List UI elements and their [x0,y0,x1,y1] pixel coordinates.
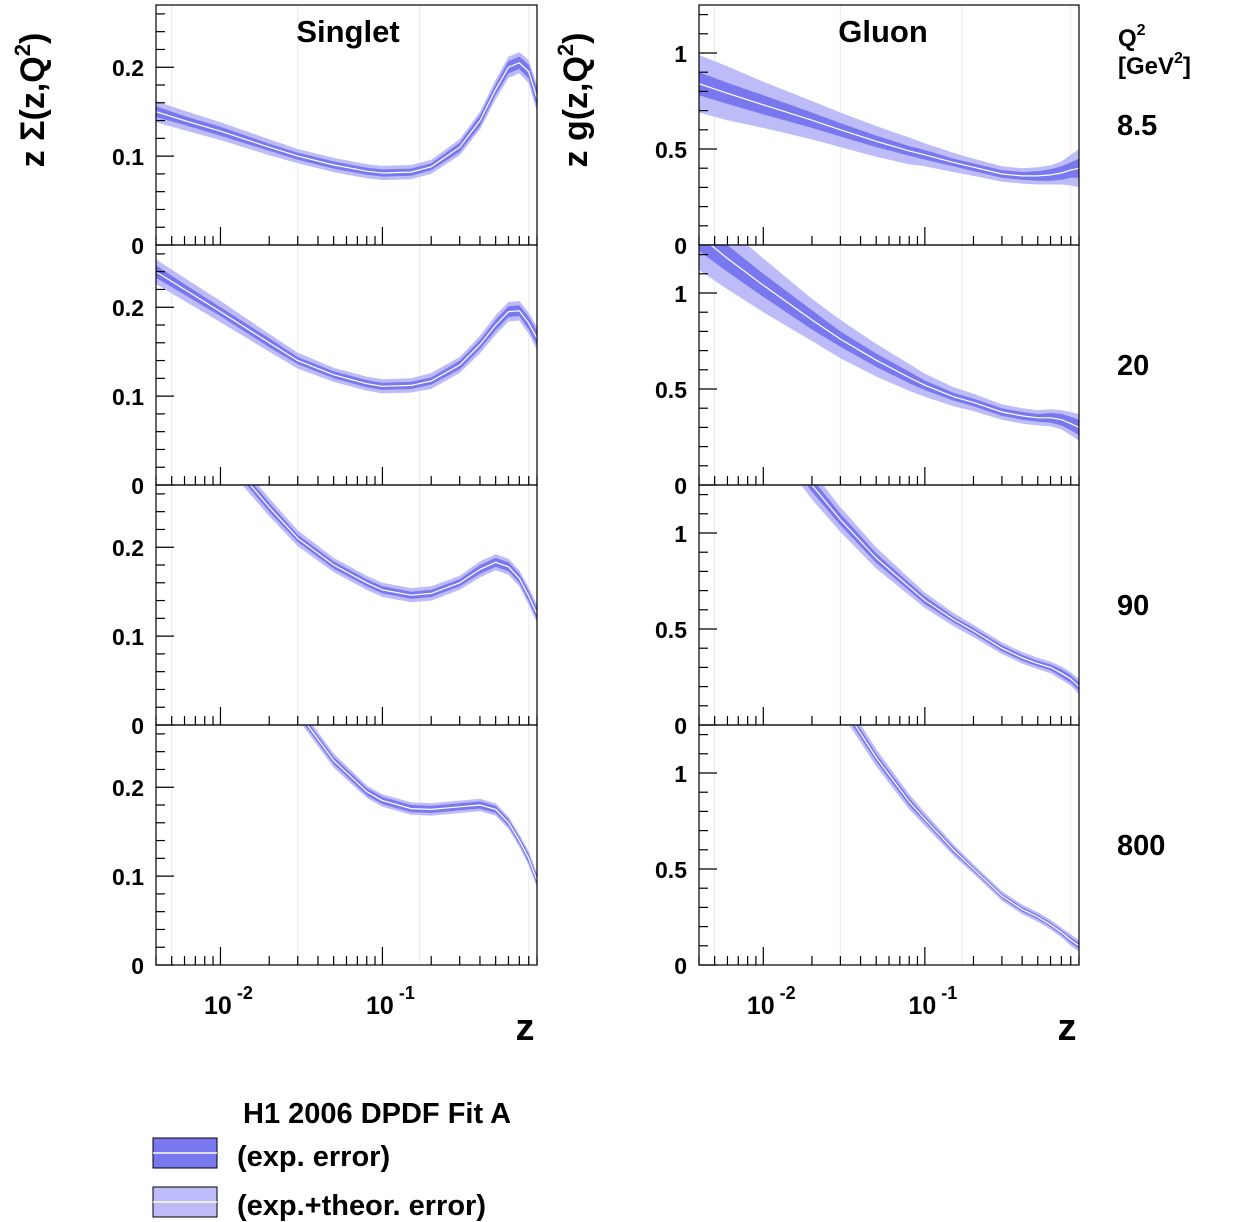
panel-frame [155,484,538,726]
central-fit-line [709,245,1079,428]
panels-layer: 0 0.1 0.2 0 0.1 0.2 0 0.1 0.2 0 0.1 0.2 10 -2 10 -1 z z… [10,4,1165,1049]
y-tick-label: 0 [131,233,144,259]
y-tick-label: 0 [131,713,144,739]
panel-frame [155,724,538,966]
panel-singlet-q2-800: 0 0.1 0.2 [112,724,538,979]
x-tick-label: 10 -1 [366,983,415,1020]
total-error-band [302,725,537,888]
total-error-band [156,52,537,181]
central-fit-line [699,83,1079,177]
exp-error-band [806,485,1079,691]
x-tick-label: 10 -2 [747,983,796,1020]
legend-label-exp: (exp. error) [237,1141,390,1173]
panel-gluon-q2-20: 00.51 [655,244,1080,499]
plot-area [156,245,537,485]
gluon-title: Gluon [838,14,928,49]
q2-header-exp: 2 [1137,22,1146,39]
y-axis-label: z Σ(z,Q2) [10,33,52,168]
y-tick-label: 0 [674,473,687,499]
legend-label-tot: (exp.+theor. error) [237,1190,486,1222]
y-tick-label: 0.2 [112,55,144,81]
y-tick-label: 0.5 [655,377,687,403]
panel-singlet-q2-90: 0 0.1 0.2 [112,484,538,739]
q2-value-label: 800 [1117,830,1165,862]
total-error-band [699,54,1079,188]
legend-entry-exp: (exp. error) [152,1137,390,1173]
x-tick-label: 10 -2 [204,983,253,1020]
y-tick-label: 1 [674,761,687,787]
y-tick-label: 0.1 [112,384,144,410]
central-fit-line [854,725,1079,947]
exp-error-band [304,725,537,885]
svg-text:[GeV2]: [GeV2] [1118,50,1191,80]
total-error-band [699,245,1079,441]
y-axis-label: z g(z,Q2) [553,32,595,167]
y-tick-label: 0.2 [112,295,144,321]
x-axis-label: z [516,1007,535,1049]
panel-frame [698,724,1080,966]
y-tick-label: 1 [674,281,687,307]
y-tick-label: 1 [674,521,687,547]
panel-singlet-q2-8.5: 0 0.1 0.2 [112,4,538,259]
q2-unit-prefix: [GeV [1118,53,1174,80]
y-tick-label: 0.2 [112,775,144,801]
plot-area [699,5,1079,245]
central-fit-line [156,271,537,387]
svg-text:Q2: Q2 [1118,22,1146,52]
y-tick-label: 0 [131,953,144,979]
q2-value-label: 20 [1117,350,1149,382]
y-tick-label: 0.1 [112,144,144,170]
total-error-band [801,485,1079,695]
singlet-title: Singlet [296,14,399,49]
x-tick-label: 10 -1 [908,983,957,1020]
central-fit-line [306,725,537,881]
y-tick-label: 1 [674,41,687,67]
panel-gluon-q2-800: 00.51 [655,724,1080,979]
plot-area [714,485,1079,725]
y-tick-label: 0 [674,953,687,979]
y-tick-label: 0.1 [112,624,144,650]
panel-gluon-q2-8.5: 00.51 [655,4,1080,259]
exp-error-band [699,245,1079,436]
exp-error-band [246,485,537,620]
exp-error-band [852,725,1079,949]
y-tick-label: 0.5 [655,857,687,883]
panel-singlet-q2-20: 0 0.1 0.2 [112,244,538,499]
y-tick-label: 0.5 [655,137,687,163]
panel-frame [155,244,538,486]
y-tick-label: 0 [674,713,687,739]
legend-title: H1 2006 DPDF Fit A [243,1098,511,1130]
plot-area [714,725,1079,965]
q2-unit-suffix: ] [1183,53,1191,80]
q2-header-base: Q [1118,25,1137,52]
legend: H1 2006 DPDF Fit A (exp. error) (exp.+th… [152,1098,511,1222]
y-tick-label: 0.5 [655,617,687,643]
q2-value-label: 90 [1117,590,1149,622]
column-singlet: 0 0.1 0.2 0 0.1 0.2 0 0.1 0.2 0 0.1 0.2 10 -2 10 -1 z z… [10,4,538,1049]
legend-entry-tot: (exp.+theor. error) [152,1186,486,1222]
q2-header: Q2 [GeV2] [1118,22,1191,80]
plot-area [171,485,537,725]
y-tick-label: 0 [131,473,144,499]
total-error-band [849,725,1079,952]
central-fit-line [156,62,537,174]
central-fit-line [811,485,1079,688]
total-error-band [156,259,537,394]
y-tick-label: 0.1 [112,864,144,890]
plot-area [156,5,537,245]
y-tick-label: 0.2 [112,535,144,561]
exp-error-band [156,56,537,177]
y-tick-label: 0 [674,233,687,259]
panel-frame [698,484,1080,726]
plot-area [699,245,1079,485]
q2-value-label: 8.5 [1117,110,1157,142]
plot-area [171,725,537,965]
q2-unit-exp: 2 [1174,50,1183,67]
central-fit-line [249,485,537,615]
total-error-band [242,485,537,623]
x-axis-label: z [1058,1007,1077,1049]
